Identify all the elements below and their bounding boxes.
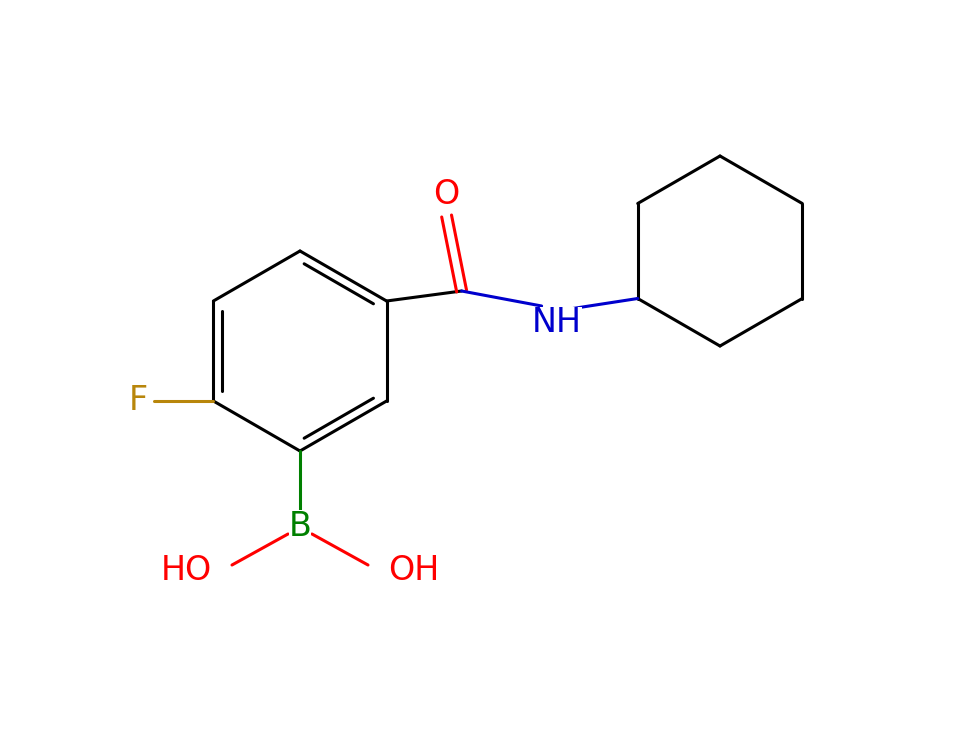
Text: F: F: [129, 385, 148, 417]
Text: HO: HO: [161, 554, 212, 588]
Text: NH: NH: [532, 307, 581, 339]
Text: OH: OH: [388, 554, 439, 588]
Text: B: B: [289, 510, 311, 542]
Text: O: O: [433, 178, 459, 210]
